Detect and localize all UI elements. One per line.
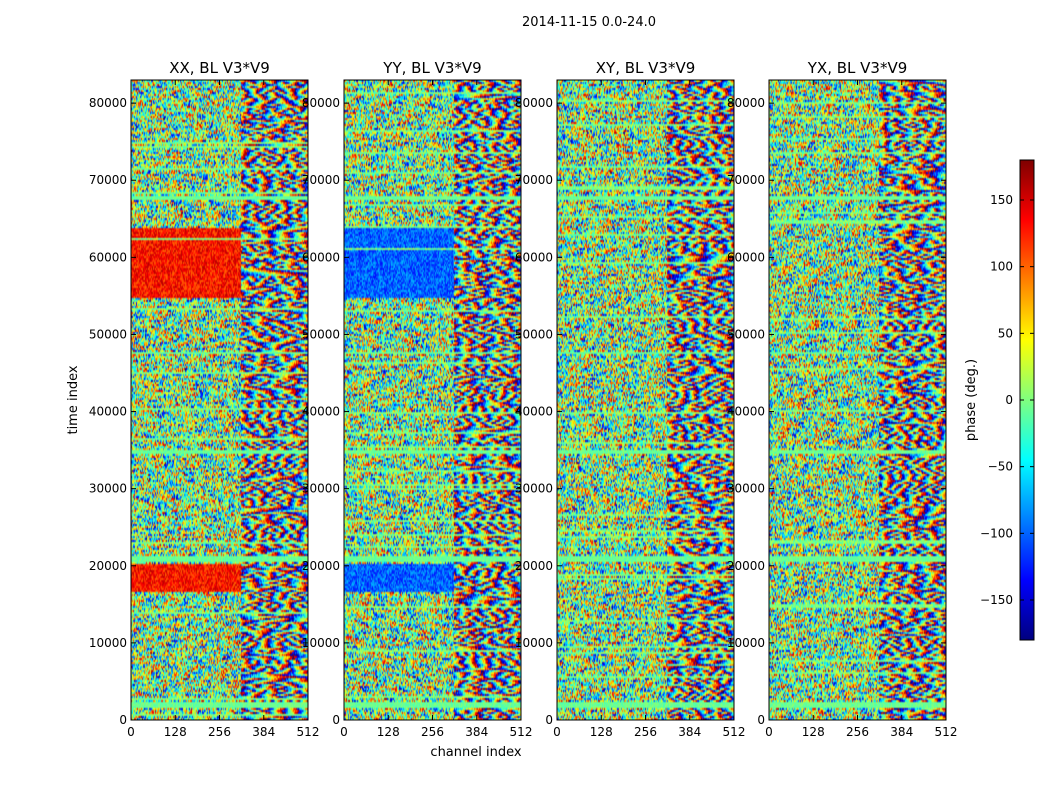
colorbar-tick-label: −50 (988, 460, 1013, 474)
y-tick-label: 10000 (515, 636, 553, 650)
x-tick-label: 384 (678, 725, 701, 739)
y-tick-label: 50000 (89, 327, 127, 341)
y-tick-label: 70000 (302, 173, 340, 187)
x-tick-label: 256 (634, 725, 657, 739)
x-tick-label: 512 (935, 725, 958, 739)
panel-1: XX, BL V3*V9 0 128 256 384 512 0 10000 20000 3000… (89, 59, 320, 739)
x-tick-label: 256 (421, 725, 444, 739)
y-tick-label: 50000 (727, 327, 765, 341)
y-tick-label: 20000 (515, 559, 553, 573)
x-axis-label: channel index (430, 745, 521, 760)
x-tick-label: 512 (723, 725, 746, 739)
y-tick-label: 80000 (727, 96, 765, 110)
x-tick-label: 0 (340, 725, 348, 739)
y-tick-label: 0 (757, 713, 765, 727)
panel-2: YY, BL V3*V9 0 128 256 384 512 0 10000 20000 3000… (302, 59, 533, 739)
y-tick-label: 30000 (89, 482, 127, 496)
y-tick-label: 10000 (727, 636, 765, 650)
panel-title-2: YY, BL V3*V9 (382, 59, 481, 77)
panel-title-3: XY, BL V3*V9 (596, 59, 696, 77)
y-tick-label: 0 (119, 713, 127, 727)
y-tick-label: 30000 (302, 482, 340, 496)
y-tick-label: 60000 (302, 250, 340, 264)
y-tick-label: 10000 (302, 636, 340, 650)
panel-3: XY, BL V3*V9 0 128 256 384 512 0 10000 20000 3000… (515, 59, 746, 739)
x-tick-label: 512 (510, 725, 533, 739)
colorbar-tick-label: −100 (980, 526, 1013, 540)
heatmap-image-4 (769, 80, 946, 720)
x-tick-label: 0 (553, 725, 561, 739)
colorbar-label: phase (deg.) (964, 359, 979, 441)
panel-title-4: YX, BL V3*V9 (807, 59, 908, 77)
y-tick-label: 10000 (89, 636, 127, 650)
colorbar-tick-label: 0 (1005, 393, 1013, 407)
y-tick-label: 20000 (302, 559, 340, 573)
x-tick-label: 384 (890, 725, 913, 739)
y-tick-label: 60000 (515, 250, 553, 264)
y-tick-label: 0 (545, 713, 553, 727)
x-tick-label: 512 (297, 725, 320, 739)
heatmap-image-2 (344, 80, 521, 720)
figure-suptitle: 2014-11-15 0.0-24.0 (522, 15, 656, 30)
x-tick-label: 384 (252, 725, 275, 739)
colorbar: phase (deg.) −150 −100 −50 0 50 100 150 (964, 159, 1035, 641)
y-tick-label: 50000 (302, 327, 340, 341)
y-tick-label: 30000 (515, 482, 553, 496)
x-tick-label: 0 (765, 725, 773, 739)
x-tick-label: 256 (208, 725, 231, 739)
panel-title-1: XX, BL V3*V9 (169, 59, 270, 77)
x-tick-label: 128 (590, 725, 613, 739)
colorbar-tick-label: 150 (990, 193, 1013, 207)
y-tick-label: 0 (332, 713, 340, 727)
x-tick-label: 128 (802, 725, 825, 739)
panel-4: YX, BL V3*V9 0 128 256 384 512 0 10000 20000 3000… (727, 59, 958, 739)
y-tick-label: 60000 (727, 250, 765, 264)
y-tick-label: 30000 (727, 482, 765, 496)
colorbar-tick-label: −150 (980, 593, 1013, 607)
x-tick-label: 128 (164, 725, 187, 739)
x-tick-label: 0 (127, 725, 135, 739)
y-tick-label: 20000 (89, 559, 127, 573)
y-tick-label: 70000 (727, 173, 765, 187)
y-tick-label: 80000 (302, 96, 340, 110)
y-tick-label: 40000 (302, 405, 340, 419)
heatmap-image-3 (557, 80, 734, 720)
x-tick-label: 384 (465, 725, 488, 739)
y-tick-label: 20000 (727, 559, 765, 573)
y-tick-label: 70000 (515, 173, 553, 187)
y-tick-label: 40000 (515, 405, 553, 419)
y-axis-label: time index (66, 365, 81, 434)
colorbar-tick-label: 100 (990, 260, 1013, 274)
y-tick-label: 40000 (727, 405, 765, 419)
x-tick-label: 256 (846, 725, 869, 739)
colorbar-tick-label: 50 (998, 326, 1013, 340)
y-tick-label: 70000 (89, 173, 127, 187)
y-tick-label: 40000 (89, 405, 127, 419)
y-tick-label: 60000 (89, 250, 127, 264)
y-tick-label: 50000 (515, 327, 553, 341)
heatmap-image-1 (131, 80, 308, 720)
y-tick-label: 80000 (515, 96, 553, 110)
heatmap-panels: XX, BL V3*V9 0 128 256 384 512 0 10000 20000 3000… (89, 59, 958, 739)
y-tick-label: 80000 (89, 96, 127, 110)
x-tick-label: 128 (377, 725, 400, 739)
